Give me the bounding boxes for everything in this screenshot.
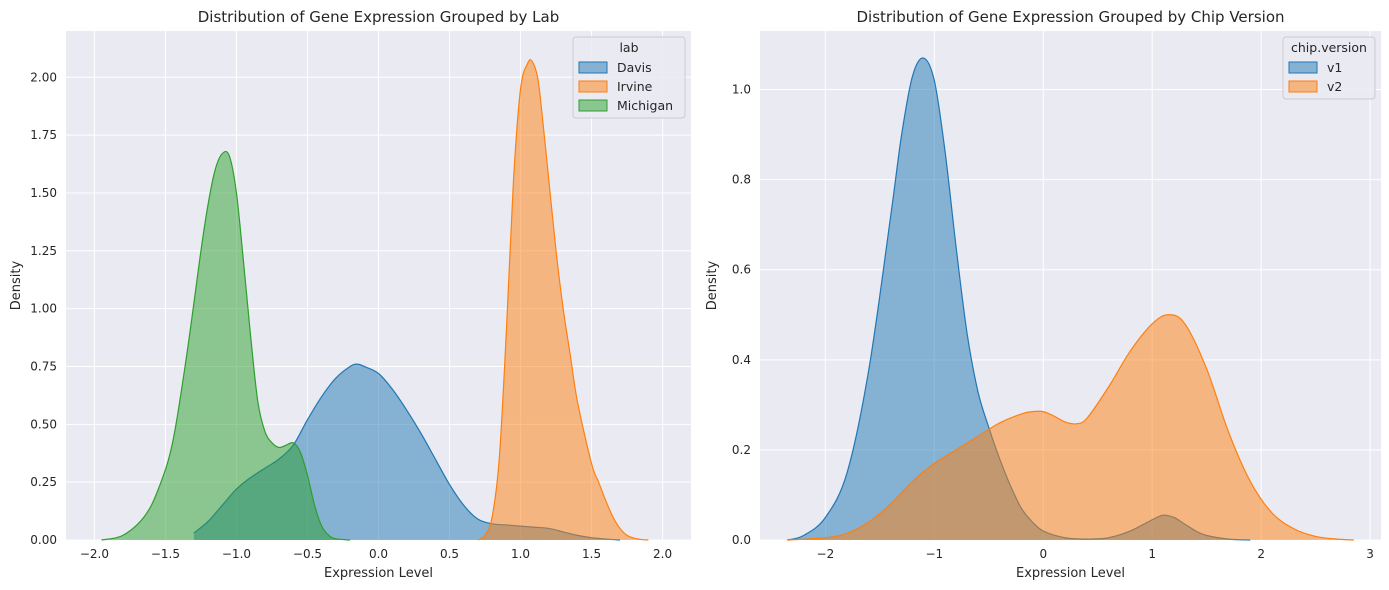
x-tick-label: −1.5 — [151, 547, 180, 561]
x-tick-label: 2.0 — [653, 547, 672, 561]
y-axis-label: Density — [9, 260, 24, 310]
y-axis-label: Density — [705, 260, 720, 310]
x-axis-label: Expression Level — [1016, 566, 1125, 581]
x-tick-label: −2.0 — [80, 547, 109, 561]
legend: chip.version v1 v2 — [1282, 36, 1376, 100]
y-tick-label: 0.50 — [30, 417, 57, 431]
legend-swatch — [1288, 61, 1318, 74]
y-tick-label: 0.0 — [732, 533, 751, 547]
x-tick-label: −1.0 — [222, 547, 251, 561]
x-tick-label: 1.0 — [511, 547, 530, 561]
density-line-irvine — [477, 58, 649, 541]
y-tick-label: 0.25 — [30, 475, 57, 489]
y-tick-label: 0.2 — [732, 443, 751, 457]
legend-swatch — [1288, 80, 1318, 93]
legend: lab Davis Irvine Michigan — [572, 36, 686, 119]
legend-box — [572, 36, 686, 119]
y-tick-label: 1.75 — [30, 128, 57, 142]
x-tick-label: −2 — [817, 547, 835, 561]
x-tick-label: 0 — [1039, 547, 1047, 561]
density-area-michigan — [101, 151, 351, 540]
density-line-v2 — [787, 314, 1354, 541]
y-tick-label: 0.8 — [732, 173, 751, 187]
density-area-v2 — [787, 314, 1354, 540]
density-area-irvine — [477, 59, 649, 540]
x-tick-label: 0.5 — [440, 547, 459, 561]
x-tick-label: 1.5 — [582, 547, 601, 561]
legend-label: Michigan — [617, 98, 673, 113]
legend-swatch — [578, 99, 608, 112]
legend-title: chip.version — [1291, 40, 1367, 55]
x-tick-label: −0.5 — [293, 547, 322, 561]
density-line-michigan — [101, 150, 351, 541]
lab-density-chart: −2.0 −1.5 −1.0 −0.5 0.0 0.5 1.0 1.5 2.0 0.00 0.25 0… — [9, 8, 691, 581]
legend-label: v2 — [1327, 79, 1342, 94]
x-tick-label: 1 — [1148, 547, 1156, 561]
chart-title: Distribution of Gene Expression Grouped … — [857, 8, 1285, 26]
y-tick-label: 0.6 — [732, 263, 751, 277]
legend-swatch — [578, 61, 608, 74]
density-area-v1 — [787, 57, 1251, 540]
legend-label: v1 — [1327, 60, 1342, 75]
y-tick-label: 1.50 — [30, 186, 57, 200]
y-tick-label: 0.4 — [732, 353, 751, 367]
chip-version-density-chart: −2 −1 0 1 2 3 0.0 0.2 0.4 0.6 0.8 1.0 Distribution o… — [705, 8, 1381, 581]
legend-title: lab — [619, 40, 638, 55]
x-tick-label: −1 — [925, 547, 943, 561]
y-tick-label: 1.00 — [30, 302, 57, 316]
x-tick-label: 0.0 — [369, 547, 388, 561]
y-tick-label: 0.00 — [30, 533, 57, 547]
legend-label: Davis — [617, 60, 652, 75]
legend-swatch — [578, 80, 608, 93]
legend-label: Irvine — [617, 79, 653, 94]
y-tick-label: 0.75 — [30, 359, 57, 373]
y-tick-label: 1.25 — [30, 244, 57, 258]
y-tick-label: 1.0 — [732, 83, 751, 97]
x-axis-label: Expression Level — [324, 566, 433, 581]
chart-title: Distribution of Gene Expression Grouped … — [198, 8, 559, 26]
x-tick-label: 2 — [1257, 547, 1265, 561]
x-tick-label: 3 — [1366, 547, 1374, 561]
y-tick-label: 2.00 — [30, 70, 57, 84]
